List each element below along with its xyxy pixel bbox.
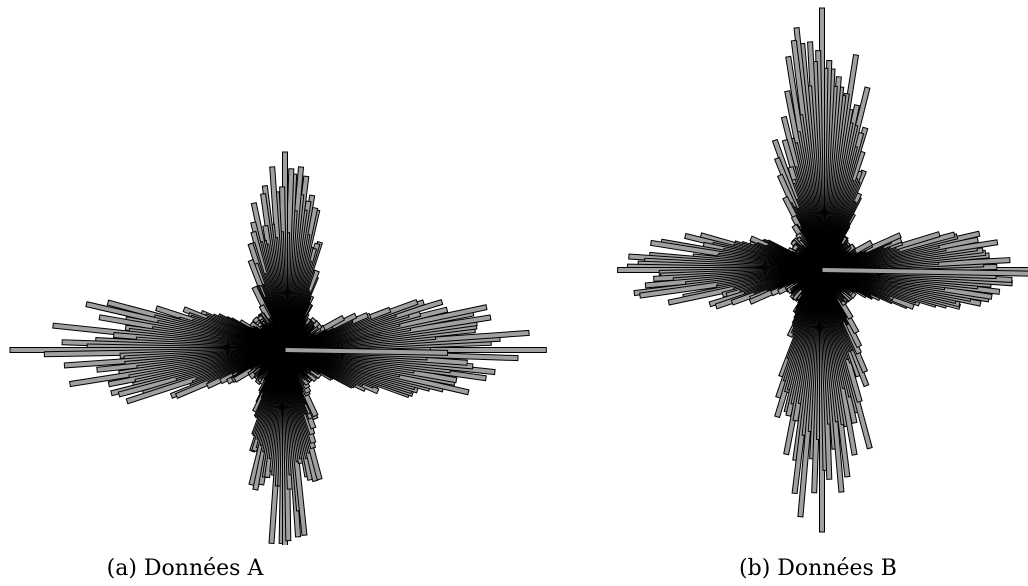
bars-b bbox=[617, 7, 1028, 533]
bars-a bbox=[9, 151, 547, 545]
rose-plot-a bbox=[9, 151, 547, 545]
bar-b-359 bbox=[821, 266, 1028, 277]
chart-a: (a) Données A bbox=[9, 151, 547, 581]
bar-a-359 bbox=[284, 346, 449, 356]
caption-a: (a) Données A bbox=[106, 556, 264, 581]
caption-b: (b) Données B bbox=[739, 556, 897, 581]
chart-b: (b) Données B bbox=[600, 0, 1028, 586]
rose-plot-b bbox=[617, 7, 1028, 533]
